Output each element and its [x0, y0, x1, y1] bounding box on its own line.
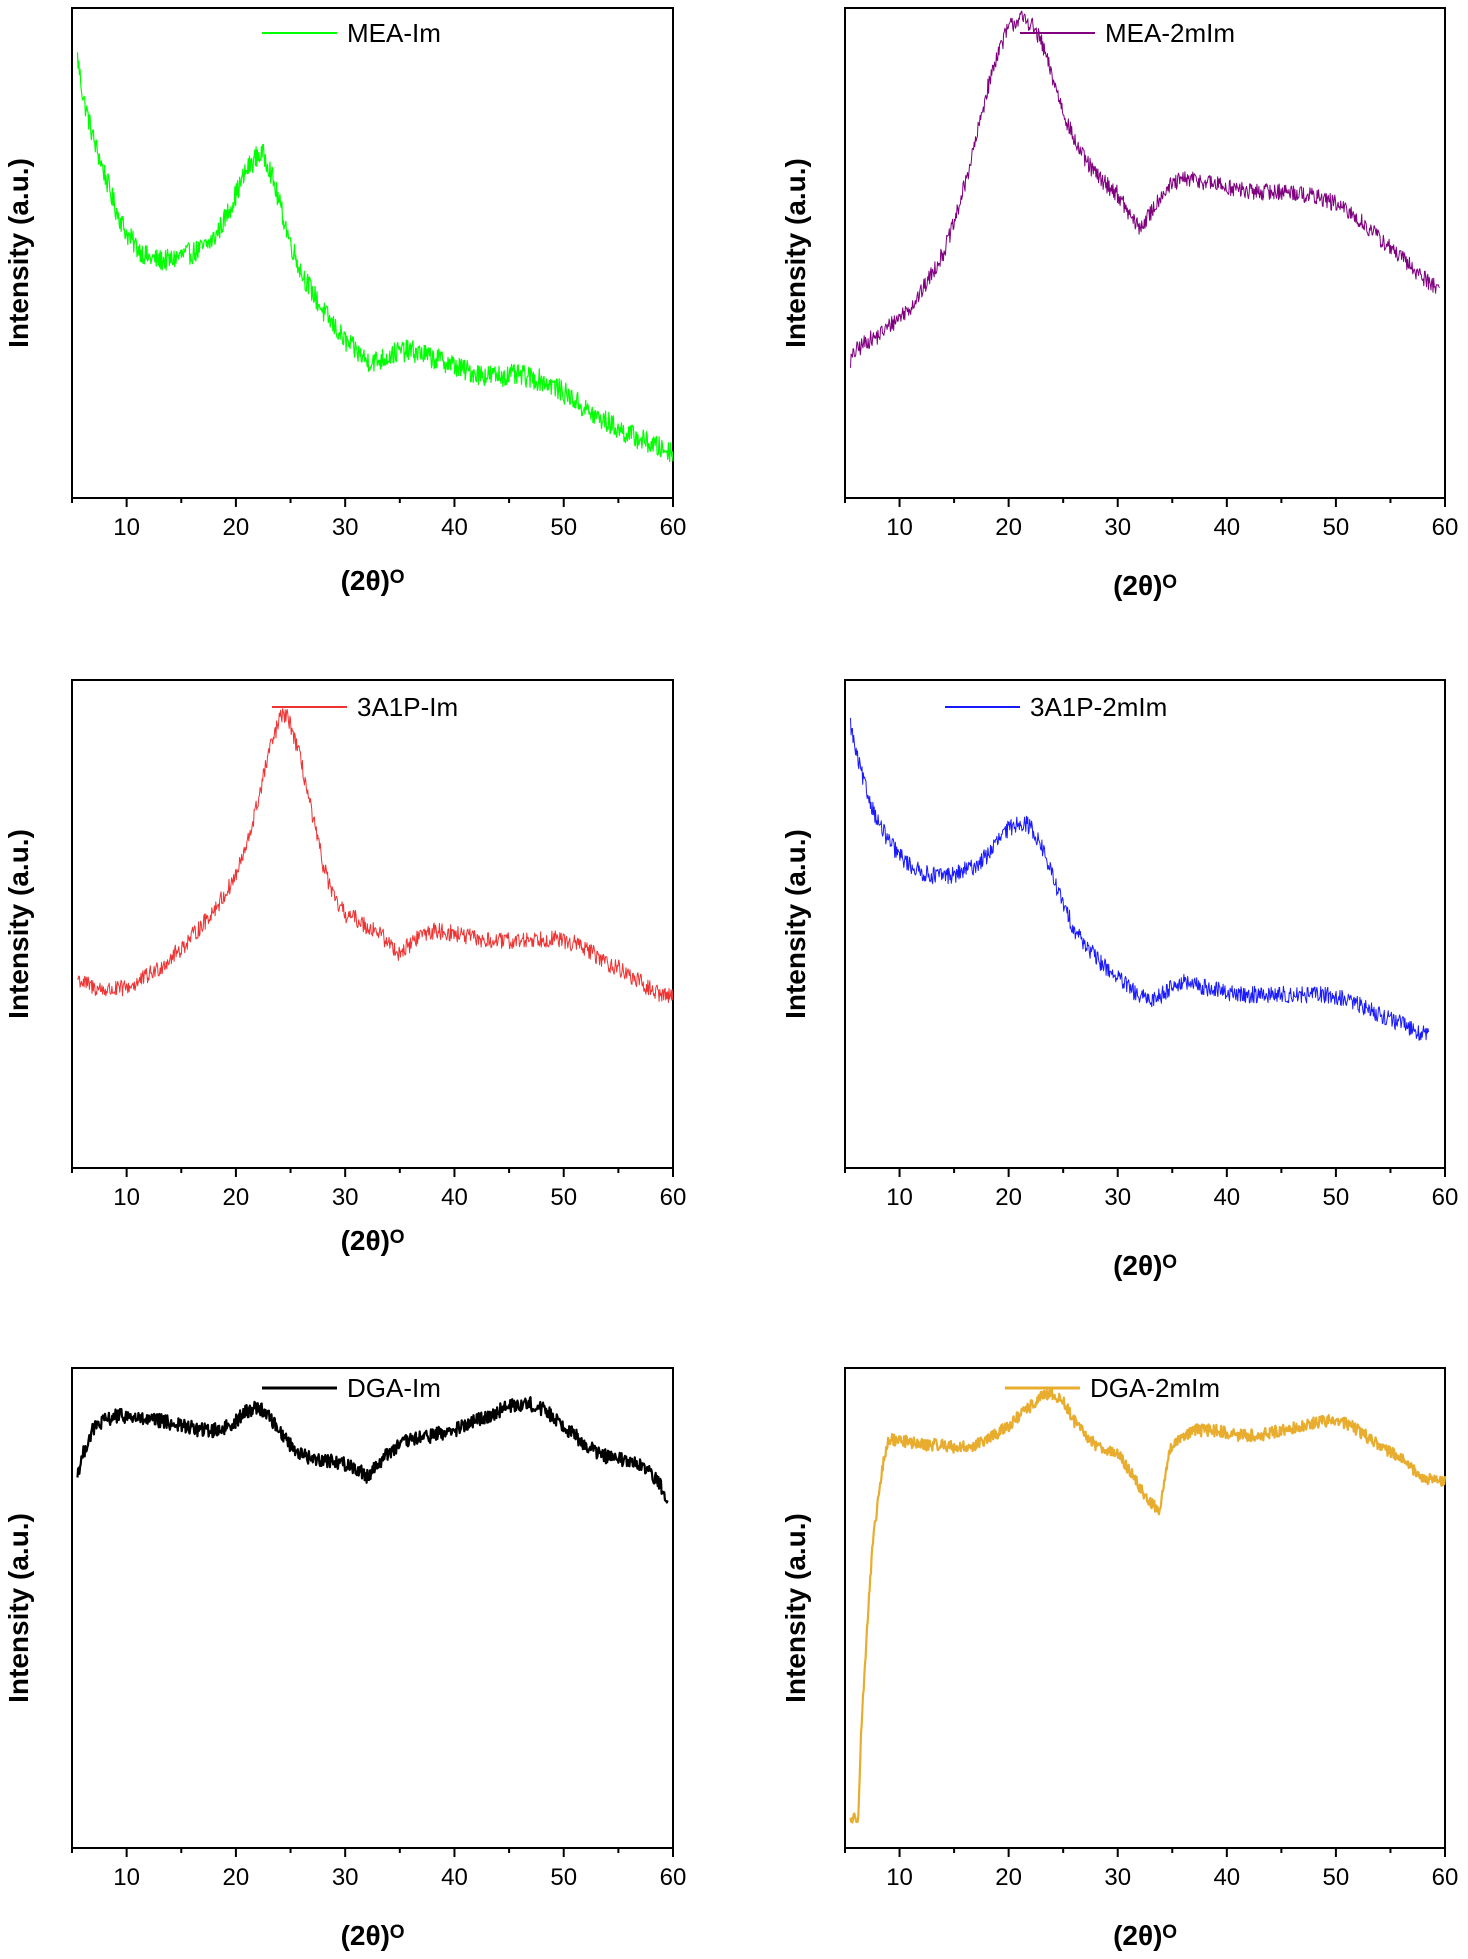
plot-frame	[71, 679, 674, 1169]
x-tick-label: 50	[550, 514, 577, 541]
plot-frame	[844, 7, 1446, 499]
plot-frame	[844, 1367, 1446, 1849]
legend-label: MEA-Im	[347, 18, 441, 48]
x-tick-label: 50	[1323, 1184, 1350, 1211]
x-tick-label: 60	[660, 1864, 687, 1891]
x-tick-label: 60	[1432, 1864, 1459, 1891]
series-line	[849, 1388, 1447, 1824]
series-line	[76, 1396, 669, 1504]
x-tick-label: 30	[332, 514, 359, 541]
series-line	[850, 10, 1440, 368]
x-tick-label: 10	[886, 514, 913, 541]
legend-label: DGA-Im	[347, 1373, 441, 1403]
series-line	[76, 52, 674, 463]
x-tick-label: 50	[1323, 514, 1350, 541]
x-tick-label: 20	[223, 1864, 250, 1891]
panel-3a1p-2mim: 10 20 30 40 50 60 (2θ)ᴼ Intensity (a.u.) 3A1P-2m…	[780, 679, 1459, 1281]
x-tick-label: 30	[332, 1864, 359, 1891]
legend-label: 3A1P-2mIm	[1030, 692, 1167, 722]
plot-frame	[71, 7, 674, 499]
x-tick-label: 30	[1104, 514, 1131, 541]
panel-mea-im: 10 20 30 40 50 60 (2θ)ᴼ Intensity (a.u.) MEA-Im	[3, 7, 687, 596]
x-tick-label: 10	[113, 1184, 140, 1211]
x-axis-label: (2θ)ᴼ	[341, 1920, 405, 1951]
x-tick-label: 20	[223, 514, 250, 541]
y-axis-label: Intensity (a.u.)	[780, 1513, 811, 1703]
x-tick-label: 30	[1104, 1864, 1131, 1891]
y-axis-label: Intensity (a.u.)	[3, 158, 34, 348]
x-tick-label: 40	[441, 514, 468, 541]
panel-dga-2mim: 10 20 30 40 50 60 (2θ)ᴼ Intensity (a.u.) DGA-2mI…	[780, 1367, 1459, 1951]
x-tick-label: 40	[1213, 514, 1240, 541]
x-tick-label: 60	[1432, 1184, 1459, 1211]
y-axis-label: Intensity (a.u.)	[780, 158, 811, 348]
x-tick-label: 50	[1323, 1864, 1350, 1891]
x-tick-label: 30	[332, 1184, 359, 1211]
x-axis-label: (2θ)ᴼ	[1113, 1250, 1177, 1281]
x-tick-label: 20	[995, 1184, 1022, 1211]
x-axis-label: (2θ)ᴼ	[341, 1225, 405, 1256]
x-tick-label: 40	[441, 1864, 468, 1891]
x-tick-label: 20	[995, 514, 1022, 541]
x-tick-label: 10	[113, 514, 140, 541]
plot-frame	[71, 1367, 674, 1849]
legend-label: 3A1P-Im	[357, 692, 458, 722]
series-line	[77, 708, 674, 1003]
y-axis-label: Intensity (a.u.)	[3, 1513, 34, 1703]
x-tick-label: 60	[1432, 514, 1459, 541]
x-tick-label: 30	[1104, 1184, 1131, 1211]
x-tick-label: 10	[113, 1864, 140, 1891]
plot-frame	[844, 679, 1446, 1169]
series-line	[850, 717, 1430, 1041]
x-tick-label: 10	[886, 1864, 913, 1891]
legend-label: DGA-2mIm	[1090, 1373, 1220, 1403]
x-axis-label: (2θ)ᴼ	[1113, 1920, 1177, 1951]
x-tick-label: 20	[995, 1864, 1022, 1891]
panel-dga-im: 10 20 30 40 50 60 (2θ)ᴼ Intensity (a.u.) DGA-Im	[3, 1367, 687, 1951]
legend-label: MEA-2mIm	[1105, 18, 1235, 48]
x-tick-label: 10	[886, 1184, 913, 1211]
x-tick-label: 50	[550, 1864, 577, 1891]
panel-mea-2mim: 10 20 30 40 50 60 (2θ)ᴼ Intensity (a.u.) MEA-2mI…	[780, 7, 1459, 601]
x-axis-label: (2θ)ᴼ	[1113, 570, 1177, 601]
x-tick-label: 60	[660, 1184, 687, 1211]
x-axis-label: (2θ)ᴼ	[341, 565, 405, 596]
x-tick-label: 20	[223, 1184, 250, 1211]
x-tick-label: 40	[1213, 1184, 1240, 1211]
x-tick-label: 50	[550, 1184, 577, 1211]
panel-3a1p-im: 10 20 30 40 50 60 (2θ)ᴼ Intensity (a.u.) 3A1P-Im	[3, 679, 687, 1256]
x-tick-label: 60	[660, 514, 687, 541]
x-tick-label: 40	[441, 1184, 468, 1211]
y-axis-label: Intensity (a.u.)	[3, 829, 34, 1019]
y-axis-label: Intensity (a.u.)	[780, 829, 811, 1019]
x-tick-label: 40	[1213, 1864, 1240, 1891]
